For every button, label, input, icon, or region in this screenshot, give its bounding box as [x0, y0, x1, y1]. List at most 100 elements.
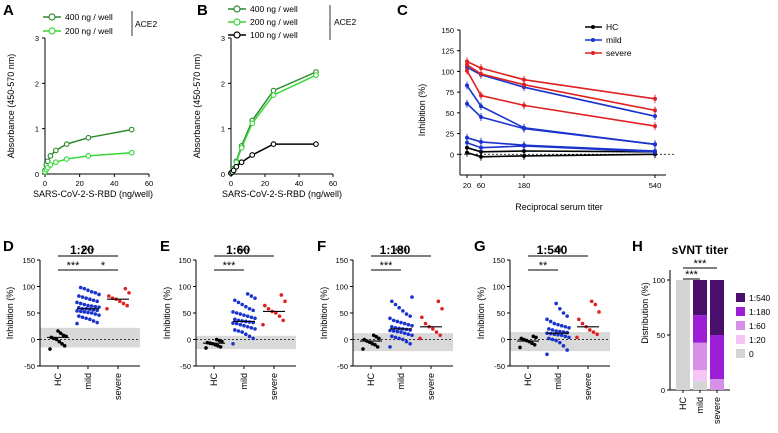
- legend-label: severe: [606, 48, 632, 58]
- legend-swatch: [736, 321, 745, 330]
- series-line: [466, 136, 656, 152]
- data-point: [95, 320, 99, 325]
- data-point: [556, 322, 560, 327]
- series-line: [466, 141, 656, 153]
- significance-label: **: [539, 260, 548, 272]
- data-point: [249, 152, 256, 158]
- data-point: [240, 330, 244, 334]
- data-point: [395, 329, 400, 334]
- data-point: [397, 336, 401, 341]
- data-point: [406, 322, 411, 327]
- x-tick-label: 20: [463, 181, 471, 190]
- panel-b-chart: Absorbance (450-570 nm) SARS-CoV-2-S-RBD…: [192, 4, 356, 199]
- data-point: [420, 315, 424, 320]
- y-tick-label: 3: [35, 34, 39, 43]
- x-tick-label: 0: [43, 179, 47, 188]
- data-point: [465, 83, 469, 88]
- x-tick-label: mild: [695, 397, 705, 414]
- stacked-bars: ******: [676, 258, 724, 390]
- legend-marker: [591, 51, 595, 55]
- data-point: [653, 149, 657, 154]
- data-point: [563, 334, 568, 339]
- data-point: [479, 139, 483, 144]
- data-point: [77, 314, 81, 318]
- panel-label-e: E: [160, 238, 170, 255]
- x-tick-label: HC: [523, 373, 533, 386]
- data-series: [228, 69, 319, 176]
- data-point: [91, 298, 96, 303]
- data-point: [479, 115, 483, 119]
- data-point: [653, 142, 657, 147]
- data-point: [567, 335, 571, 340]
- data-point: [253, 327, 257, 331]
- x-tick-label: severe: [426, 373, 436, 400]
- data-point: [397, 305, 401, 310]
- x-tick-label: mild: [239, 373, 249, 390]
- x-tick-label: severe: [712, 397, 722, 424]
- x-axis-label: SARS-CoV-2-S-RBD (ng/well): [33, 189, 153, 199]
- y-tick-label: 1: [35, 125, 39, 134]
- data-point: [261, 322, 265, 327]
- data-point: [263, 303, 267, 308]
- y-tick-label: 150: [441, 26, 454, 35]
- data-point: [238, 312, 243, 316]
- data-point: [522, 82, 526, 87]
- data-point: [97, 305, 101, 309]
- y-axis-label: Absorbance (450-570 nm): [6, 54, 16, 159]
- data-point: [558, 306, 562, 311]
- y-axis-label: Absorbance (450-570 nm): [192, 54, 202, 159]
- legend: HC mild severe: [585, 22, 632, 58]
- data-point: [404, 312, 409, 316]
- legend-marker: [48, 13, 56, 21]
- data-point: [247, 334, 252, 339]
- data-point: [247, 306, 252, 311]
- axis-ticks: 0 20 40 60 0 1 2 3: [35, 34, 153, 188]
- data-point: [107, 294, 111, 298]
- data-point: [245, 324, 250, 329]
- data-point: [547, 336, 551, 341]
- data-point: [125, 303, 129, 308]
- y-tick-label: 0: [344, 336, 348, 345]
- data-point: [393, 335, 398, 340]
- data-point: [554, 301, 558, 306]
- data-point: [61, 333, 66, 338]
- data-point: [234, 311, 239, 315]
- data-point: [575, 335, 579, 340]
- data-point: [253, 296, 257, 300]
- data-point: [393, 302, 398, 307]
- significance-label: **: [554, 246, 563, 258]
- data-point: [548, 319, 553, 324]
- data-point: [522, 126, 526, 131]
- panel-a-chart: Absorbance (450-570 nm) SARS-CoV-2-S-RBD…: [6, 11, 157, 199]
- data-point: [249, 315, 254, 320]
- data-point: [554, 338, 558, 343]
- significance-label: ***: [694, 258, 708, 270]
- data-point: [522, 153, 526, 158]
- data-point: [522, 144, 526, 148]
- y-tick-label: 50: [27, 309, 35, 318]
- data-point: [86, 310, 90, 315]
- data-point: [406, 332, 411, 337]
- x-axis-label: Reciprocal serum titer: [515, 202, 603, 212]
- data-point: [436, 299, 441, 304]
- series-line: [466, 66, 656, 117]
- y-tick-label: 0: [187, 336, 191, 345]
- data-point: [84, 316, 88, 321]
- data-point: [234, 321, 239, 326]
- data-point: [361, 347, 365, 351]
- data-point: [550, 337, 555, 342]
- bar-segment: [693, 370, 707, 382]
- panel-e-chart: 1:60 Inhibition (%) -50 0 50 100 150 HC mild se…: [162, 243, 296, 400]
- data-point: [404, 339, 409, 344]
- data-point: [545, 317, 549, 322]
- data-point: [95, 308, 99, 313]
- data-point: [519, 336, 524, 341]
- data-point: [561, 311, 566, 315]
- data-point: [251, 336, 255, 341]
- y-tick-label: 100: [492, 283, 505, 292]
- panel-title: 1:180: [380, 243, 411, 257]
- x-tick-label: 20: [261, 179, 269, 188]
- data-point: [423, 321, 428, 326]
- legend-label: 200 ng / well: [250, 17, 298, 27]
- data-point: [97, 313, 101, 317]
